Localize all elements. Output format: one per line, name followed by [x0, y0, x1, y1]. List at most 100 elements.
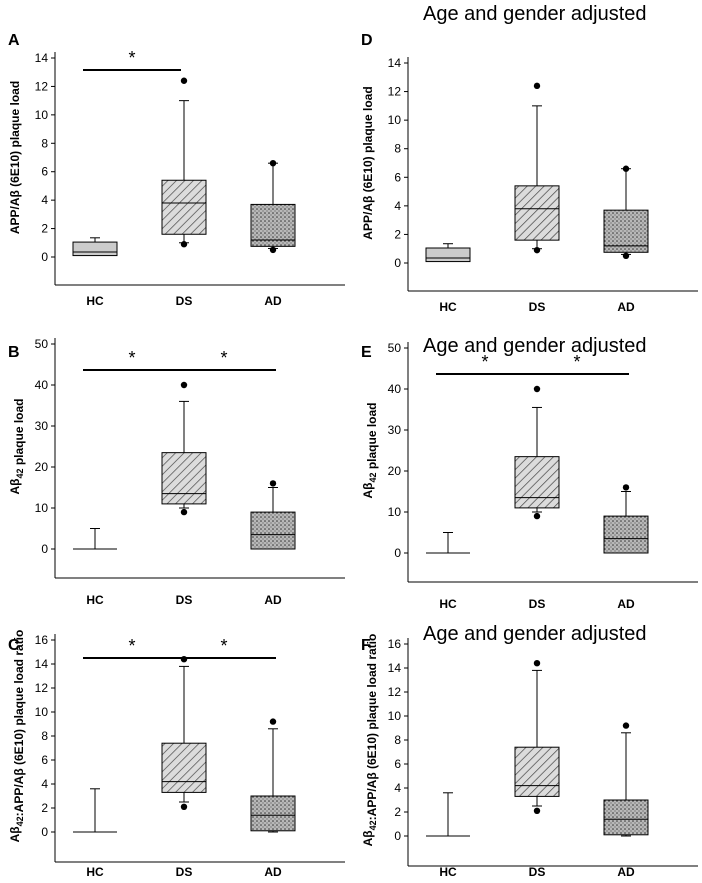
y-tick-label: 50: [35, 337, 49, 351]
x-category-label: AD: [264, 593, 282, 607]
y-axis-label: Aβ42 plaque load: [361, 402, 379, 498]
panel-letter: A: [8, 32, 20, 49]
outlier-point: [622, 722, 630, 729]
outlier-point: [533, 512, 541, 520]
x-category-label: DS: [529, 300, 546, 314]
outlier-point: [533, 246, 541, 254]
y-tick-label: 0: [394, 546, 401, 560]
box-ad: [250, 795, 296, 832]
box-hc: [72, 241, 118, 257]
y-tick-label: 4: [394, 781, 401, 795]
y-tick-label: 30: [35, 419, 49, 433]
panel-letter: B: [8, 344, 20, 361]
y-tick-label: 14: [388, 661, 402, 675]
outlier-point: [269, 480, 277, 487]
y-tick-label: 10: [388, 505, 402, 519]
x-category-label: AD: [264, 294, 282, 308]
y-tick-label: 2: [394, 227, 401, 241]
x-category-label: HC: [86, 865, 104, 879]
x-category-label: AD: [617, 300, 635, 314]
y-tick-label: 12: [35, 79, 49, 93]
box-ds: [514, 746, 560, 797]
y-tick-label: 8: [394, 142, 401, 156]
outlier-point: [180, 803, 188, 810]
panel-letter: F: [361, 637, 371, 654]
outlier-point: [533, 82, 541, 90]
x-category-label: DS: [176, 294, 193, 308]
panel-letter: E: [361, 344, 372, 361]
y-tick-label: 40: [388, 382, 402, 396]
panel-title: Age and gender adjusted: [423, 335, 647, 357]
box-ad: [603, 799, 649, 836]
y-tick-label: 10: [388, 113, 402, 127]
outlier-point: [180, 656, 188, 663]
y-tick-label: 4: [394, 199, 401, 213]
y-tick-label: 8: [394, 733, 401, 747]
panel-title: Age and gender adjusted: [423, 623, 647, 645]
x-category-label: HC: [439, 865, 457, 879]
x-category-label: HC: [439, 300, 457, 314]
outlier-point: [622, 252, 630, 260]
outlier-point: [269, 159, 277, 167]
y-tick-label: 0: [41, 250, 48, 264]
box-ad: [250, 511, 296, 550]
x-category-label: AD: [617, 597, 635, 611]
outlier-point: [180, 508, 188, 516]
box-ds: [161, 452, 207, 505]
y-tick-label: 6: [41, 753, 48, 767]
outlier-point: [180, 241, 188, 248]
y-axis-label: APP/Aβ (6E10) plaque load: [8, 81, 22, 234]
y-tick-label: 12: [388, 685, 402, 699]
y-axis-label: Aβ42 plaque load: [8, 398, 26, 494]
x-category-label: DS: [176, 865, 193, 879]
y-tick-label: 14: [35, 657, 49, 671]
y-tick-label: 20: [35, 460, 49, 474]
y-tick-label: 10: [35, 705, 49, 719]
y-tick-label: 4: [41, 193, 48, 207]
y-tick-label: 20: [388, 464, 402, 478]
x-category-label: AD: [264, 865, 282, 879]
y-tick-label: 40: [35, 378, 49, 392]
x-category-label: DS: [529, 865, 546, 879]
outlier-point: [180, 77, 188, 84]
y-tick-label: 0: [394, 829, 401, 843]
y-tick-label: 0: [394, 256, 401, 270]
y-tick-label: 10: [388, 709, 402, 723]
outlier-point: [622, 165, 630, 172]
box-ad: [603, 209, 649, 253]
y-tick-label: 6: [394, 757, 401, 771]
outlier-point: [533, 807, 541, 814]
outlier-point: [533, 385, 541, 393]
y-tick-label: 2: [394, 805, 401, 819]
y-tick-label: 2: [41, 801, 48, 815]
y-tick-label: 16: [388, 637, 402, 651]
significance-star: *: [128, 48, 135, 68]
y-tick-label: 10: [35, 108, 49, 122]
significance-star: *: [220, 636, 227, 656]
x-category-label: AD: [617, 865, 635, 879]
y-tick-label: 12: [35, 681, 49, 695]
y-tick-label: 50: [388, 341, 402, 355]
outlier-point: [269, 246, 277, 254]
y-tick-label: 6: [41, 165, 48, 179]
box-ds: [514, 456, 560, 509]
y-tick-label: 0: [41, 542, 48, 556]
x-category-label: HC: [86, 593, 104, 607]
box-hc: [425, 247, 471, 263]
significance-star: *: [128, 636, 135, 656]
y-tick-label: 8: [41, 136, 48, 150]
panel-title: Age and gender adjusted: [423, 3, 647, 25]
outlier-point: [269, 718, 277, 725]
y-tick-label: 0: [41, 825, 48, 839]
y-tick-label: 30: [388, 423, 402, 437]
y-axis-label: Aβ42:APP/Aβ (6E10) plaque load ratio: [8, 630, 26, 843]
y-axis-label: Aβ42:APP/Aβ (6E10) plaque load ratio: [361, 634, 379, 847]
significance-star: *: [573, 352, 580, 372]
x-category-label: HC: [86, 294, 104, 308]
y-tick-label: 14: [35, 51, 49, 65]
significance-star: *: [481, 352, 488, 372]
y-tick-label: 2: [41, 222, 48, 236]
outlier-point: [533, 660, 541, 667]
